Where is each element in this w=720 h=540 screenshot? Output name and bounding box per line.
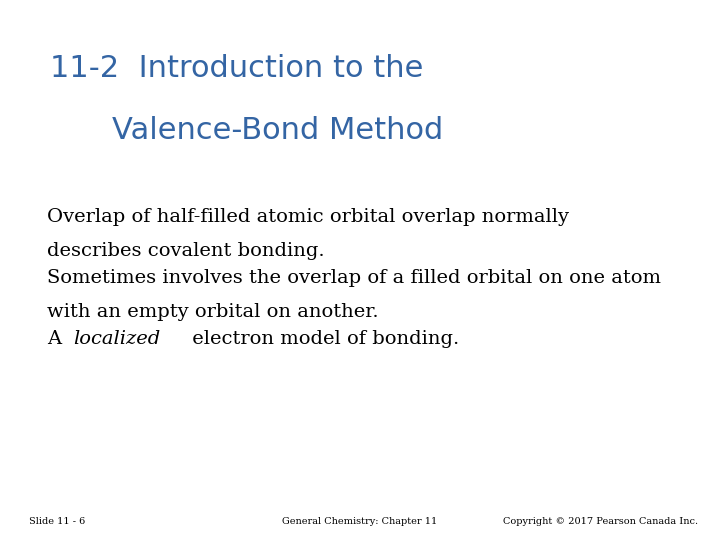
Text: Valence-Bond Method: Valence-Bond Method <box>112 116 443 145</box>
Text: Slide 11 - 6: Slide 11 - 6 <box>29 517 85 526</box>
Text: A: A <box>47 330 67 348</box>
Text: Sometimes involves the overlap of a filled orbital on one atom: Sometimes involves the overlap of a fill… <box>47 269 661 287</box>
Text: electron model of bonding.: electron model of bonding. <box>186 330 459 348</box>
Text: localized: localized <box>73 330 161 348</box>
Text: describes covalent bonding.: describes covalent bonding. <box>47 242 325 260</box>
Text: with an empty orbital on another.: with an empty orbital on another. <box>47 303 379 321</box>
Text: General Chemistry: Chapter 11: General Chemistry: Chapter 11 <box>282 517 438 526</box>
Text: Copyright © 2017 Pearson Canada Inc.: Copyright © 2017 Pearson Canada Inc. <box>503 517 698 526</box>
Text: Overlap of half-filled atomic orbital overlap normally: Overlap of half-filled atomic orbital ov… <box>47 208 569 226</box>
Text: 11-2  Introduction to the: 11-2 Introduction to the <box>50 54 424 83</box>
